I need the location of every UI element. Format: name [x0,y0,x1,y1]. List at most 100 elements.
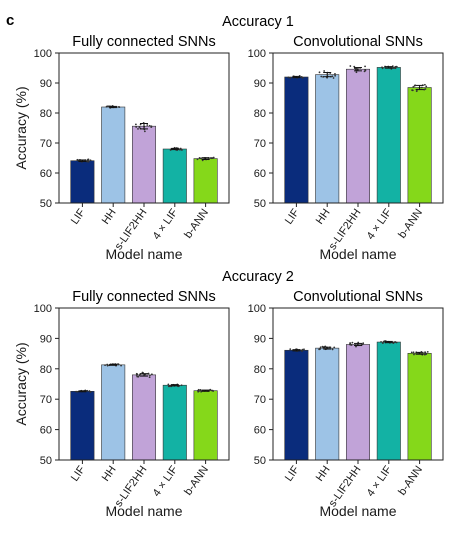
run-point [420,86,423,89]
x-tick-label: 4 × LIF [365,464,395,499]
run-point [411,89,413,92]
run-point [150,373,153,376]
y-tick-label: 100 [34,303,52,315]
x-tick-label: HH [100,464,119,484]
run-point [331,348,334,351]
run-point [86,389,89,392]
bar-lif [284,76,309,204]
bar-4-lif [162,148,187,204]
run-point [318,71,321,74]
bar-hh [315,74,340,204]
run-point [75,390,78,393]
run-point [380,341,382,343]
run-point [197,389,199,392]
run-point [424,351,427,354]
run-point [425,353,428,355]
run-point [148,124,151,127]
run-point [199,389,202,391]
run-point [76,390,79,393]
run-point [383,340,386,343]
chart-title-acc1-conv: Convolutional SNNs [293,34,423,50]
run-point [147,372,150,375]
run-point [319,346,322,349]
bar-hh [315,347,340,461]
bar-4-lif [162,384,187,461]
run-point [426,350,429,353]
x-axis-label: Model name [105,503,182,519]
run-point [412,86,415,88]
run-point [211,157,214,159]
run-point [198,157,201,159]
run-point [138,374,141,377]
y-tick-label: 80 [254,108,266,120]
y-tick-label: 70 [254,394,266,406]
y-tick-label: 60 [254,168,266,180]
run-point [178,384,181,387]
run-point [394,67,397,70]
y-tick-label: 70 [40,394,52,406]
run-point [137,127,139,130]
y-tick-label: 50 [254,455,266,467]
bar-lif [70,390,95,461]
run-point [146,124,149,126]
bar-s-lif2hh [131,125,157,204]
run-point [138,126,141,128]
chart-title-acc1-fc: Fully connected SNNs [72,34,215,50]
run-point [209,388,212,391]
x-tick-label: b-ANN [182,464,211,498]
chart-title-acc2-fc: Fully connected SNNs [72,289,215,305]
x-tick-label: 4 × LIF [151,464,181,499]
run-point [425,85,428,88]
group-title-accuracy-2: Accuracy 2 [222,269,294,285]
run-point [88,390,91,392]
run-point [351,341,354,344]
bar-b-ann [193,390,218,461]
bar-s-lif2hh [345,344,371,461]
y-tick-label: 80 [40,364,52,376]
run-point [89,159,92,162]
run-point [423,83,426,86]
run-point [381,342,384,344]
run-point [120,364,122,367]
bar-b-ann [407,352,432,461]
x-tick-label: LIF [69,464,88,484]
run-point [349,343,352,345]
run-point [178,148,181,151]
bar-lif [284,349,309,461]
bar-4-lif [376,341,401,461]
run-point [150,125,153,128]
x-tick-label: LIF [69,207,88,227]
run-point [200,390,203,393]
x-tick-label: LIF [283,207,302,227]
bar-hh [101,106,126,204]
x-tick-label: b-ANN [182,207,211,241]
run-point [134,123,137,126]
run-point [326,76,328,79]
plot-frame [272,52,444,204]
run-point [135,126,138,128]
run-point [104,364,106,367]
y-tick-label: 100 [34,48,52,60]
run-point [355,71,358,74]
run-point [117,363,120,366]
run-point [349,65,352,67]
run-point [143,130,146,133]
run-point [106,363,109,366]
run-point [149,374,151,377]
bar-hh [101,364,126,461]
run-point [414,84,417,87]
run-point [394,341,396,344]
x-axis-label: Model name [105,246,182,262]
run-point [392,341,395,344]
run-point [333,346,336,349]
bar-lif [70,160,95,204]
run-point [301,350,303,353]
x-tick-label: HH [314,464,333,484]
run-point [415,90,418,93]
run-point [289,77,292,79]
y-tick-label: 80 [40,108,52,120]
